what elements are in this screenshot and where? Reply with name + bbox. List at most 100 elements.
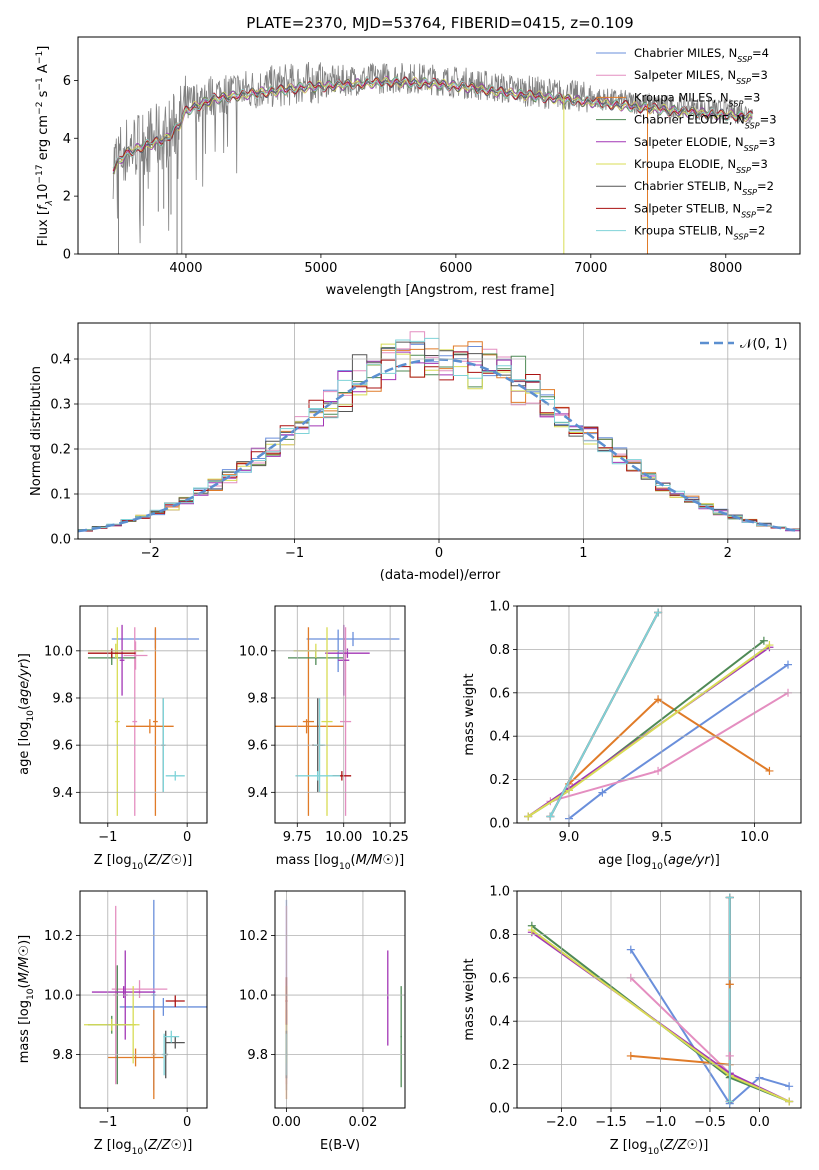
x-axis-label: Z [log10(Z/Z☉)] [94,853,193,872]
x-tick-label: 8000 [709,261,742,276]
error-bar-point [163,1030,180,1043]
error-bar-point [87,648,136,658]
y-tick-label: 9.4 [247,786,268,801]
y-tick-label: 9.8 [247,1048,268,1063]
panel-ebv-mass: 0.00 0.02 9.8 10.0 10.2 E(B-V) [239,890,406,1153]
y-axis-label: Normed distribution [29,366,44,496]
weight-marker [759,636,768,645]
y-tick-label: 0.0 [489,817,510,832]
x-axis-label: mass [log10(M/M☉)] [276,853,404,872]
x-tick-label: 9.5 [651,830,672,845]
z-age-frame [79,605,208,824]
y-tick-label: 0.6 [489,971,510,986]
model-spectrum-chabrier-stelib [112,76,753,175]
x-tick-label: −1.5 [595,1115,627,1130]
z-mass-frame [79,890,208,1109]
y-tick-label: 9.4 [52,786,73,801]
y-tick-label: 0.8 [489,643,510,658]
residuals-frame [77,322,801,540]
legend-entry: Kroupa ELODIE, NSSP=3 [634,157,768,175]
legend-entry: Kroupa STELIB, NSSP=2 [634,224,765,242]
weight-marker [765,641,774,650]
error-bar-point [123,641,148,670]
error-bar-point [132,627,138,816]
weight-marker [654,695,663,704]
z-weight-frame [516,890,802,1109]
x-axis-label: Z [log10(Z/Z☉)] [94,1138,193,1157]
age-weight-plot-area [524,608,793,823]
weight-marker [785,1082,794,1091]
y-tick-label: 4 [63,132,71,147]
z-weight-plot-area [527,893,794,1108]
legend-entry: Chabrier STELIB, NSSP=2 [634,179,774,197]
legend-entry: 𝒩(0, 1) [740,337,787,352]
error-bar-point [325,648,370,658]
y-tick-label: 1.0 [489,600,510,615]
error-bar-point [321,627,333,816]
y-tick-label: 0.2 [489,1058,510,1073]
figure-title: PLATE=2370, MJD=53764, FIBERID=0415, z=0… [246,14,633,32]
x-tick-label: 10.25 [372,830,409,845]
y-tick-label: 6 [63,74,71,89]
y-tick-label: 9.8 [247,691,268,706]
weight-line-kroupa-stelib [549,612,659,817]
x-tick-label: 2 [724,546,732,561]
legend-entry: Kroupa MILES, NSSP=3 [634,90,760,108]
error-bar-point [165,1036,185,1049]
x-tick-label: 0.02 [348,1115,377,1130]
x-tick-label: 9.0 [559,830,580,845]
weight-marker [785,1097,794,1106]
y-tick-label: 9.8 [52,1048,73,1063]
error-bar-point [165,995,185,1007]
weight-marker [784,660,793,669]
panel-spectrum: 4000 5000 6000 7000 8000 0 2 4 6 Chabrier MILES, … [35,36,801,298]
error-bar-point [126,719,174,734]
x-tick-label: 0 [183,830,191,845]
error-bar-point [119,998,207,1016]
y-axis-label: mass weight [462,958,477,1040]
y-tick-label: 0.8 [489,928,510,943]
weight-marker [654,766,663,775]
y-tick-label: 0.2 [50,443,71,458]
y-tick-label: 0.3 [50,398,71,413]
weight-marker [765,766,774,775]
y-tick-label: 0.4 [489,1015,510,1030]
y-tick-label: 0.0 [489,1102,510,1117]
weight-marker [527,926,536,935]
error-bar-point [119,624,125,696]
panel-age-weight: 9.0 9.5 10.0 0.0 0.2 0.4 0.6 0.8 1.0 mass weight a… [462,600,802,872]
panel-z-weight: −2.0 −1.5 −1.0 −0.5 0.0 0.0 0.2 0.4 0.6 0.8 1.0 mas… [462,885,802,1157]
panel-residuals: −2 −1 0 1 2 0.0 0.1 0.2 0.3 0.4 𝒩(0, 1) (data-model… [29,322,801,583]
error-bar-point [295,771,340,781]
x-tick-label: 10.00 [325,830,362,845]
y-tick-label: 10.2 [44,929,73,944]
x-tick-label: −2 [141,546,160,561]
model-spectrum-kroupa-stelib [112,76,753,169]
x-tick-label: −2.0 [546,1115,578,1130]
y-tick-label: 10.0 [239,989,268,1004]
y-tick-label: 10.0 [44,989,73,1004]
error-bar-point [306,631,400,647]
error-bar-point [302,627,314,816]
x-tick-label: −0.5 [694,1115,726,1130]
panel-z-age: −1 0 9.4 9.6 9.8 10.0 Z [log10(Z/Z☉)] age [log1… [17,605,208,872]
y-tick-label: 10.0 [239,644,268,659]
legend-entry: Salpeter MILES, NSSP=3 [634,68,768,86]
y-tick-label: 0.0 [50,533,71,548]
x-tick-label: 1 [579,546,587,561]
legend-entry: Salpeter STELIB, NSSP=2 [634,201,773,219]
weight-marker [725,1051,734,1060]
x-tick-label: 0.00 [272,1115,301,1130]
y-axis-label: Flux [fλ10−17 erg cm−2 s−1 A−1] [35,46,55,247]
x-tick-label: 0 [183,1115,191,1130]
weight-marker [626,1051,635,1060]
error-bar-point [130,986,136,1064]
y-axis-label: mass [log10(M/M☉)] [17,935,36,1063]
y-tick-label: 10.0 [44,644,73,659]
weight-marker [725,980,734,989]
y-tick-label: 1.0 [489,885,510,900]
y-tick-label: 0 [63,248,71,263]
ebv-mass-frame [274,890,406,1109]
z-age-plot-area [87,624,200,816]
